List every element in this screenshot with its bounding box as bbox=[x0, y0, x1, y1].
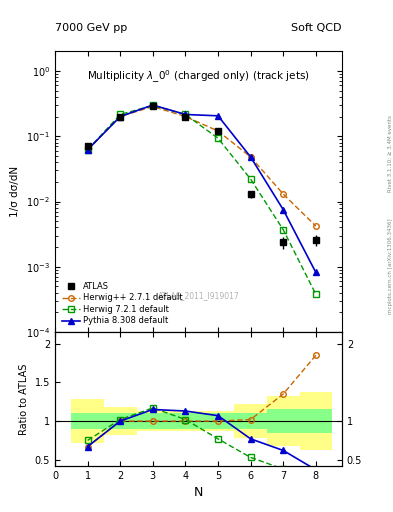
Y-axis label: Ratio to ATLAS: Ratio to ATLAS bbox=[19, 364, 29, 435]
Text: Rivet 3.1.10; ≥ 3.4M events: Rivet 3.1.10; ≥ 3.4M events bbox=[387, 115, 393, 192]
X-axis label: N: N bbox=[194, 486, 203, 499]
Text: Soft QCD: Soft QCD bbox=[292, 23, 342, 33]
Y-axis label: 1/σ dσ/dN: 1/σ dσ/dN bbox=[10, 166, 20, 217]
Text: Multiplicity $\lambda\_0^0$ (charged only) (track jets): Multiplicity $\lambda\_0^0$ (charged onl… bbox=[87, 68, 310, 84]
Text: mcplots.cern.ch [arXiv:1306.3436]: mcplots.cern.ch [arXiv:1306.3436] bbox=[387, 219, 393, 314]
Legend: ATLAS, Herwig++ 2.7.1 default, Herwig 7.2.1 default, Pythia 8.308 default: ATLAS, Herwig++ 2.7.1 default, Herwig 7.… bbox=[59, 280, 185, 328]
Text: ATLAS_2011_I919017: ATLAS_2011_I919017 bbox=[158, 291, 239, 300]
Text: 7000 GeV pp: 7000 GeV pp bbox=[55, 23, 127, 33]
